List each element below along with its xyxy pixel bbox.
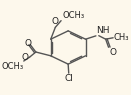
Text: O: O xyxy=(24,39,31,48)
Text: O: O xyxy=(51,17,58,26)
Text: O: O xyxy=(110,48,117,57)
Text: O: O xyxy=(21,53,28,62)
Text: OCH₃: OCH₃ xyxy=(1,62,23,71)
Text: Cl: Cl xyxy=(64,74,73,83)
Text: NH: NH xyxy=(96,27,110,35)
Text: OCH₃: OCH₃ xyxy=(62,11,84,20)
Text: CH₃: CH₃ xyxy=(114,33,129,42)
